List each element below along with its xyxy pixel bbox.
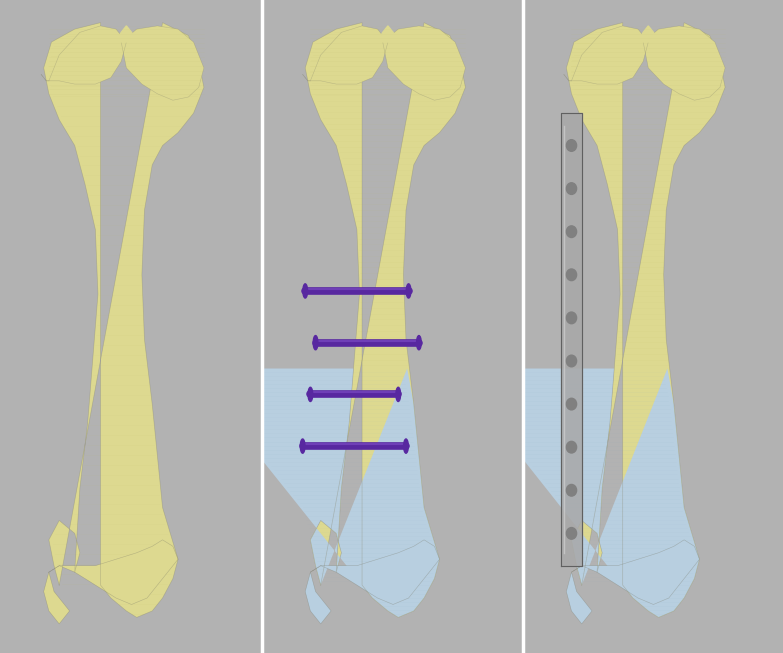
Polygon shape xyxy=(305,23,465,618)
Polygon shape xyxy=(305,540,439,624)
Polygon shape xyxy=(566,540,699,624)
Polygon shape xyxy=(121,26,204,100)
Ellipse shape xyxy=(301,439,305,453)
Ellipse shape xyxy=(566,269,576,281)
Polygon shape xyxy=(451,368,699,618)
Polygon shape xyxy=(303,26,388,84)
Polygon shape xyxy=(383,26,465,100)
Polygon shape xyxy=(116,26,137,42)
Ellipse shape xyxy=(313,336,318,350)
Polygon shape xyxy=(643,26,725,100)
Polygon shape xyxy=(189,368,439,618)
Ellipse shape xyxy=(566,485,576,496)
Ellipse shape xyxy=(566,398,576,410)
Polygon shape xyxy=(638,26,659,42)
Polygon shape xyxy=(566,23,725,618)
Polygon shape xyxy=(41,26,126,84)
Polygon shape xyxy=(564,26,648,84)
Polygon shape xyxy=(44,23,204,618)
Ellipse shape xyxy=(566,226,576,238)
Polygon shape xyxy=(44,540,178,624)
Ellipse shape xyxy=(417,336,421,350)
Ellipse shape xyxy=(566,528,576,539)
Ellipse shape xyxy=(303,284,308,298)
Ellipse shape xyxy=(566,140,576,151)
Ellipse shape xyxy=(566,355,576,367)
Ellipse shape xyxy=(404,439,408,453)
Ellipse shape xyxy=(406,284,411,298)
Ellipse shape xyxy=(566,312,576,324)
Polygon shape xyxy=(377,26,399,42)
Ellipse shape xyxy=(566,183,576,195)
Ellipse shape xyxy=(566,441,576,453)
Polygon shape xyxy=(561,113,582,565)
Ellipse shape xyxy=(308,387,312,402)
Ellipse shape xyxy=(396,387,401,402)
